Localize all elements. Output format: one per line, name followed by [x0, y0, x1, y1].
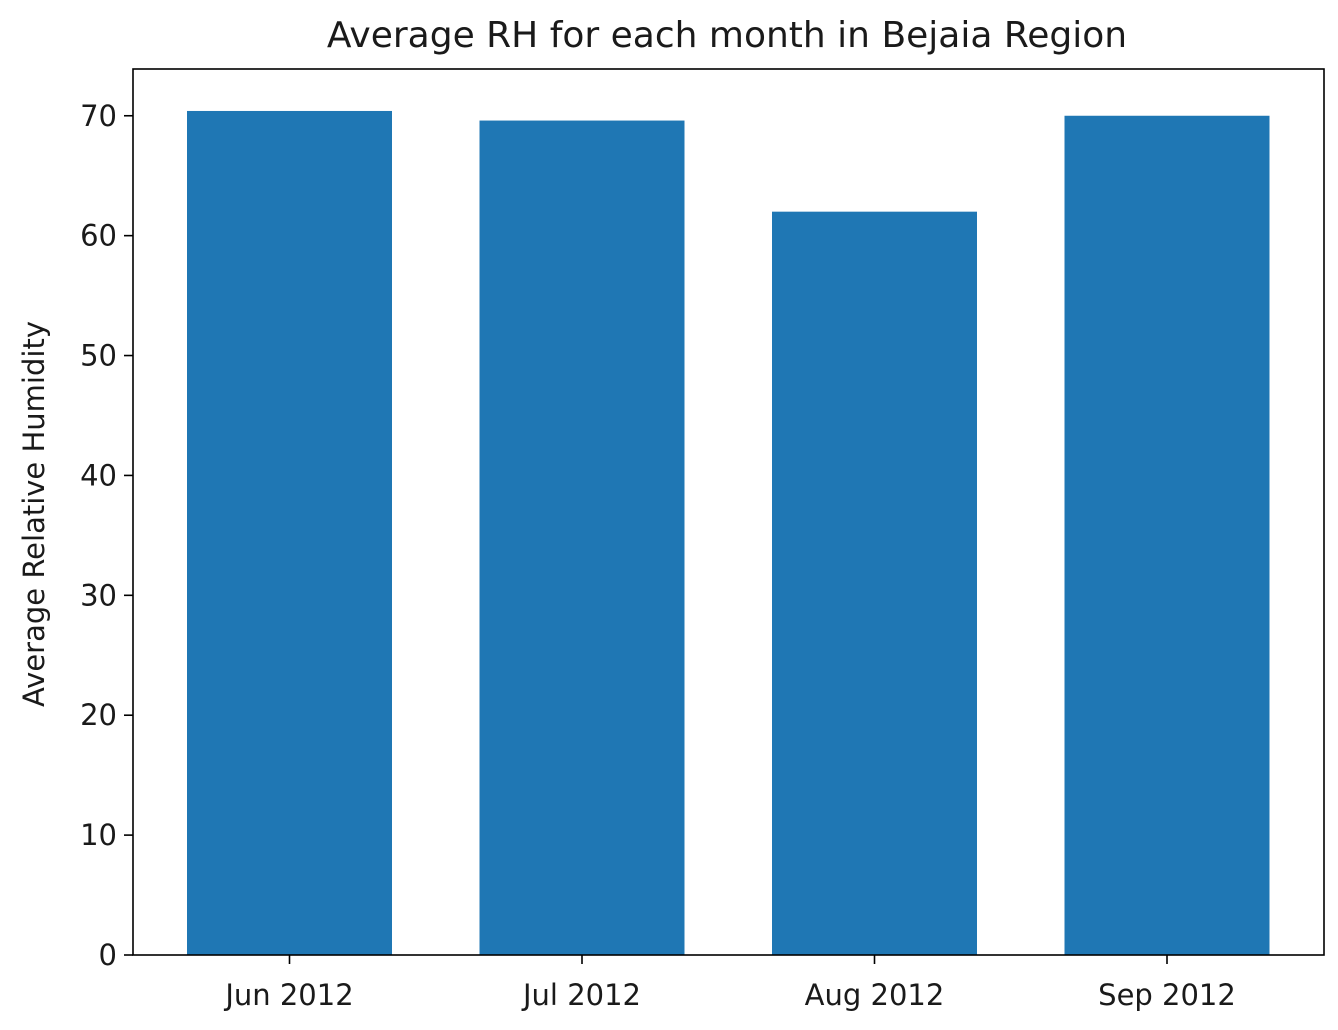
x-tick-label: Jul 2012	[521, 978, 641, 1012]
y-tick-label: 10	[80, 818, 117, 852]
bar-jul-2012	[479, 120, 685, 955]
y-tick-label: 40	[80, 458, 117, 492]
y-tick-label: 0	[99, 938, 117, 972]
bars-group	[187, 110, 1270, 956]
bar-jun-2012	[187, 110, 392, 956]
y-tick-label: 30	[80, 578, 117, 612]
ticks-group: Jun 2012 Jul 2012 Aug 2012 Sep 2012 0 10 20 30 4…	[80, 99, 1236, 1012]
bar-aug-2012	[772, 211, 977, 956]
chart-title: Average RH for each month in Bejaia Regi…	[327, 15, 1127, 56]
y-axis-label: Average Relative Humidity	[17, 321, 51, 707]
x-tick-label: Jun 2012	[223, 978, 353, 1012]
y-tick-label: 60	[80, 219, 117, 253]
y-tick-label: 20	[80, 698, 117, 732]
plot-area-frame	[132, 68, 1325, 956]
x-tick-label: Sep 2012	[1098, 978, 1236, 1012]
y-tick-label: 50	[80, 339, 117, 373]
y-tick-label: 70	[80, 99, 117, 133]
bar-sep-2012	[1064, 115, 1270, 955]
x-tick-label: Aug 2012	[805, 978, 945, 1012]
